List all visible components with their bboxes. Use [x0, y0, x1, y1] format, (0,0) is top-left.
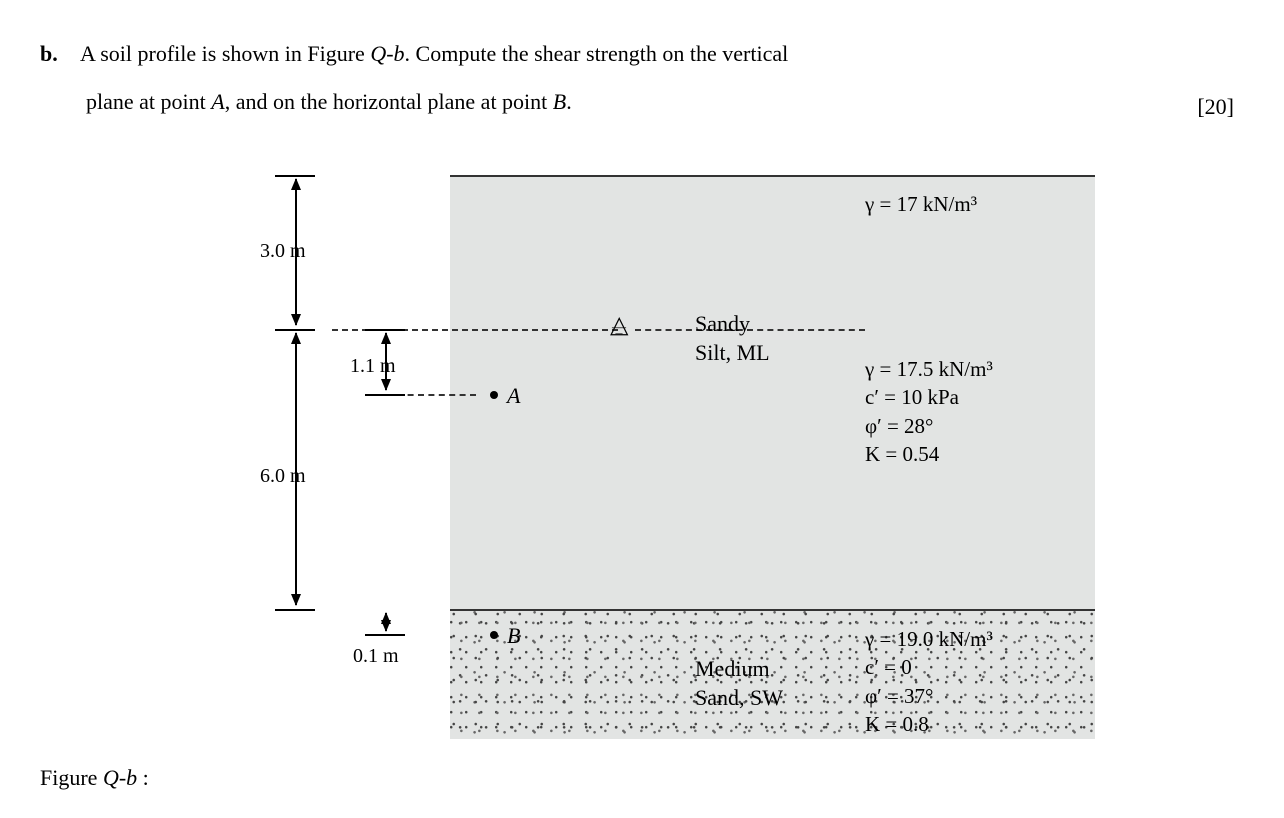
question-line2-a: plane at point [86, 89, 211, 114]
soil-name-mid: Sandy Silt, ML [695, 310, 770, 367]
props-bot: γ = 19.0 kN/m³ c′ = 0 φ′ = 37° K = 0.8 [865, 625, 993, 738]
soil-profile-figure: ▽ —– 3.0 m 6.0 m 1.1 m 0.1 m A B Sandy S… [225, 175, 1095, 765]
question-text: b. A soil profile is shown in Figure Q-b… [40, 30, 1244, 127]
water-table-lines-icon: —– [604, 325, 634, 336]
question-line2-c: . [566, 89, 572, 114]
layer-boundary-2 [450, 609, 1095, 611]
figure-ref: Q-b [370, 41, 404, 66]
ground-surface-line [450, 175, 1095, 177]
point-b-dot [490, 631, 498, 639]
dim-tick [275, 609, 315, 611]
figure-caption: Figure Q-b : [40, 765, 149, 791]
question-label: b. [40, 41, 58, 66]
dim-tick [365, 394, 405, 396]
dim-label-6m: 6.0 m [260, 465, 306, 488]
point-a-dot [490, 391, 498, 399]
dim-tick [365, 634, 405, 636]
point-b-ref: B [553, 89, 566, 114]
dim-tick [275, 175, 315, 177]
dim-tick [365, 329, 405, 331]
soil-name-bot: Medium Sand, SW [695, 655, 783, 712]
layer-top [450, 175, 1095, 329]
props-mid: γ = 17.5 kN/m³ c′ = 10 kPa φ′ = 28° K = … [865, 355, 993, 468]
marks: [20] [1197, 94, 1234, 120]
point-b-label: B [507, 623, 520, 649]
layer-mid [450, 329, 1095, 609]
dim-label-1-1m: 1.1 m [350, 355, 396, 378]
dim-tick [275, 329, 315, 331]
question-line2-b: , and on the horizontal plane at point [225, 89, 553, 114]
dim-arrow-0-1m [385, 613, 387, 631]
dim-label-0-1m: 0.1 m [353, 645, 399, 668]
question-line1-a: A soil profile is shown in Figure [80, 41, 370, 66]
dim-label-3m: 3.0 m [260, 240, 306, 263]
question-line1-b: . Compute the shear strength on the vert… [405, 41, 789, 66]
props-top: γ = 17 kN/m³ [865, 190, 977, 218]
point-a-ref: A [211, 89, 224, 114]
point-a-label: A [507, 383, 520, 409]
